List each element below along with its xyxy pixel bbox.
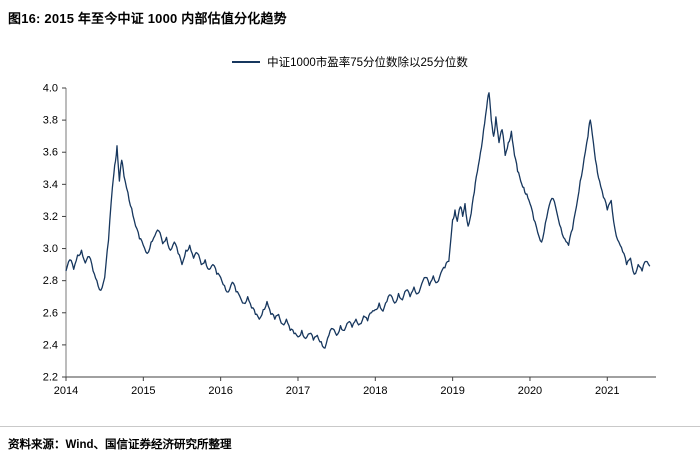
x-axis-tick-label: 2018: [363, 385, 387, 397]
x-axis-tick-label: 2015: [131, 385, 155, 397]
y-axis-tick-label: 2.4: [43, 339, 58, 351]
y-axis-tick-label: 2.6: [43, 307, 58, 319]
legend-label: 中证1000市盈率75分位数除以25分位数: [267, 57, 468, 69]
x-axis-tick-label: 2017: [286, 385, 310, 397]
source-footer: 资料来源：Wind、国信证券经济研究所整理: [0, 426, 700, 465]
y-axis-tick-label: 3.0: [43, 243, 58, 255]
y-axis-tick-label: 3.6: [43, 147, 58, 159]
y-axis-tick-label: 3.4: [43, 179, 58, 191]
chart-title: 图16: 2015 年至今中证 1000 内部估值分化趋势: [8, 11, 287, 26]
y-axis-tick-label: 2.2: [43, 372, 58, 384]
x-axis-tick-label: 2021: [595, 385, 619, 397]
x-axis-tick-label: 2014: [54, 385, 78, 397]
legend-line-swatch: [232, 61, 261, 63]
y-axis-tick-label: 2.8: [43, 275, 58, 287]
chart-legend: 中证1000市盈率75分位数除以25分位数: [0, 54, 700, 70]
source-text: 资料来源：Wind、国信证券经济研究所整理: [8, 439, 232, 451]
x-axis-tick-label: 2019: [440, 385, 464, 397]
x-axis-tick-label: 2020: [518, 385, 542, 397]
valuation-line-chart: 2.2 2.4 2.6 2.8 3.0 3.2 3.4 3.6 3.8 4.0 2014 2015 20…: [43, 83, 656, 397]
x-axis-tick-label: 2016: [208, 385, 232, 397]
y-axis-tick-label: 4.0: [43, 83, 58, 95]
y-axis-tick-label: 3.8: [43, 115, 58, 127]
y-axis-tick-label: 3.2: [43, 211, 58, 223]
pe-ratio-series-line: [65, 92, 651, 349]
